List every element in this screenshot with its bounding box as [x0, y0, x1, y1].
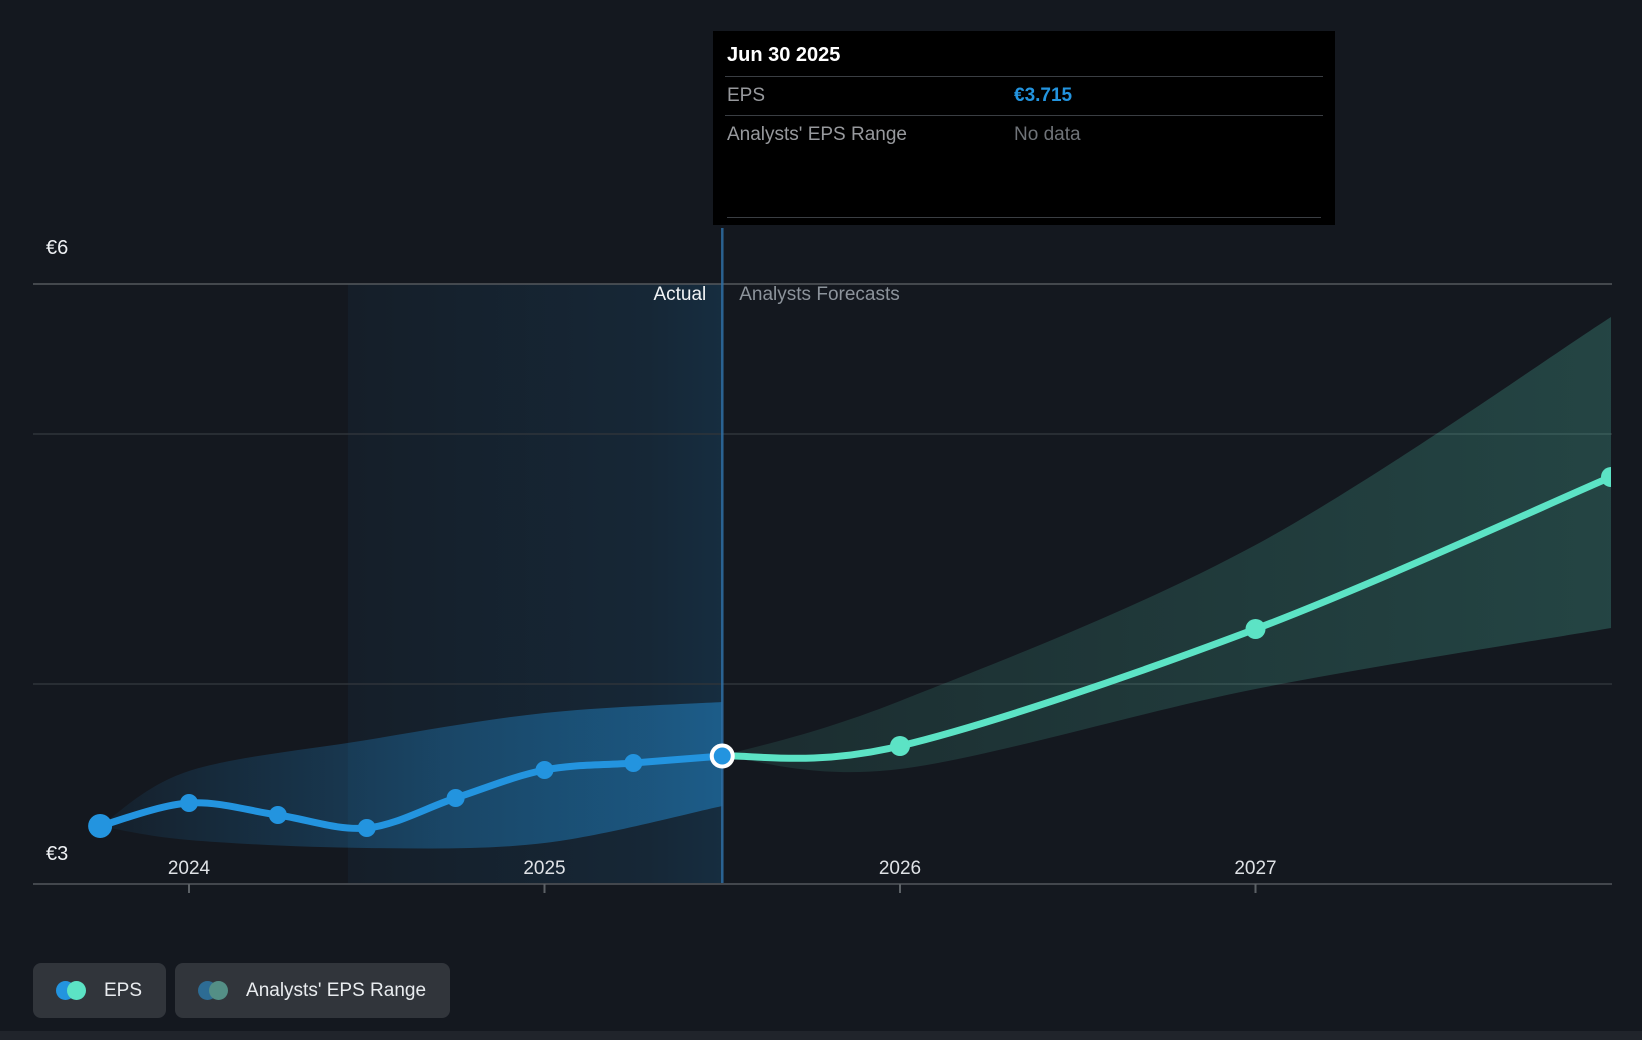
eps-actual-point [357, 819, 376, 837]
x-axis-label-2024: 2024 [167, 858, 211, 879]
eps-actual-point [624, 754, 643, 772]
tooltip-range-label: Analysts' EPS Range [727, 124, 907, 145]
crosshair-point [709, 743, 735, 769]
eps-actual-point [88, 814, 113, 838]
tooltip-range-value: No data [1014, 124, 1081, 145]
x-axis-label-2027: 2027 [1234, 858, 1277, 879]
analysts-eps-range-band [722, 317, 1611, 773]
eps-forecast-line [718, 473, 1611, 762]
forecast-region-label: Analysts Forecasts [739, 284, 900, 305]
eps-series-dots-icon [56, 980, 86, 1001]
legend-chip-eps[interactable]: EPS [33, 963, 167, 1018]
tooltip-eps-value: €3.715 [1014, 85, 1073, 106]
legend-eps-label: EPS [104, 979, 143, 1001]
series-points [88, 467, 1611, 838]
eps-forecast-point [890, 736, 910, 756]
range-series-dots-icon [198, 980, 229, 1001]
actual-region-label: Actual [653, 284, 707, 305]
tooltip-row-eps: EPS €3.715 [725, 77, 1323, 116]
legend-chip-analysts-range[interactable]: Analysts' EPS Range [175, 963, 451, 1018]
tooltip-row-range: Analysts' EPS Range No data [725, 116, 1323, 154]
x-axis-label-2026: 2026 [878, 858, 922, 879]
eps-forecast-point [1601, 467, 1611, 487]
x-axis [33, 883, 1612, 893]
eps-actual-point [268, 806, 287, 824]
x-axis-label-2025: 2025 [523, 858, 566, 879]
range-bands [100, 317, 1611, 849]
eps-actual-point [535, 761, 554, 779]
chart-legend: EPS Analysts' EPS Range [33, 963, 451, 1018]
tooltip-footer-divider [727, 217, 1321, 225]
eps-forecast-point [1245, 619, 1266, 639]
eps-actual-point [180, 794, 198, 812]
y-axis-label-min: €3 [46, 843, 69, 865]
tooltip-spacer [725, 154, 1323, 217]
tooltip-date: Jun 30 2025 [725, 31, 1323, 77]
legend-range-label: Analysts' EPS Range [246, 979, 427, 1001]
y-axis-label-max: €6 [46, 237, 69, 259]
tooltip-eps-label: EPS [727, 85, 766, 106]
bottom-edge-strip [0, 1031, 1642, 1040]
eps-actual-point [446, 789, 465, 807]
chart-tooltip: Jun 30 2025 EPS €3.715 Analysts' EPS Ran… [713, 31, 1335, 225]
gridlines [33, 283, 1612, 685]
